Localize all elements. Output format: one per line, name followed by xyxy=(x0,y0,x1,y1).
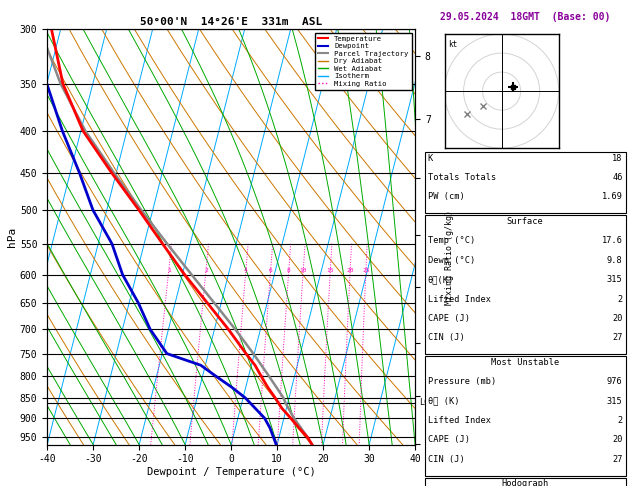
Text: 25: 25 xyxy=(362,268,370,273)
Text: 20: 20 xyxy=(612,435,623,445)
Text: CAPE (J): CAPE (J) xyxy=(428,435,470,445)
Text: CIN (J): CIN (J) xyxy=(428,455,464,464)
Text: CAPE (J): CAPE (J) xyxy=(428,314,470,323)
Text: 27: 27 xyxy=(612,333,623,343)
Text: K: K xyxy=(428,154,433,163)
Text: 8: 8 xyxy=(287,268,291,273)
Text: 1: 1 xyxy=(167,268,170,273)
Text: LCL: LCL xyxy=(420,399,434,407)
Text: 4: 4 xyxy=(244,268,248,273)
Text: 10: 10 xyxy=(299,268,307,273)
Text: 18: 18 xyxy=(612,154,623,163)
Text: CIN (J): CIN (J) xyxy=(428,333,464,343)
Text: Most Unstable: Most Unstable xyxy=(491,358,559,367)
Text: 1.69: 1.69 xyxy=(602,192,623,202)
Text: Hodograph: Hodograph xyxy=(501,479,549,486)
Text: Pressure (mb): Pressure (mb) xyxy=(428,377,496,386)
Text: 46: 46 xyxy=(612,173,623,182)
Text: 315: 315 xyxy=(607,275,623,284)
Text: 20: 20 xyxy=(347,268,354,273)
Text: kt: kt xyxy=(448,40,457,49)
X-axis label: Dewpoint / Temperature (°C): Dewpoint / Temperature (°C) xyxy=(147,467,316,477)
Text: Surface: Surface xyxy=(507,217,543,226)
Text: Temp (°C): Temp (°C) xyxy=(428,236,475,245)
Title: 50°00'N  14°26'E  331m  ASL: 50°00'N 14°26'E 331m ASL xyxy=(140,17,322,27)
Text: θᴇ(K): θᴇ(K) xyxy=(428,275,454,284)
Y-axis label: km
ASL: km ASL xyxy=(439,227,455,246)
Text: Lifted Index: Lifted Index xyxy=(428,416,491,425)
Text: 2: 2 xyxy=(618,416,623,425)
Text: θᴇ (K): θᴇ (K) xyxy=(428,397,459,406)
Text: 15: 15 xyxy=(326,268,334,273)
Text: Totals Totals: Totals Totals xyxy=(428,173,496,182)
Text: 6: 6 xyxy=(269,268,272,273)
Text: 976: 976 xyxy=(607,377,623,386)
Text: 9.8: 9.8 xyxy=(607,256,623,265)
Text: 20: 20 xyxy=(612,314,623,323)
Text: 315: 315 xyxy=(607,397,623,406)
Text: Mixing Ratio (g/kg): Mixing Ratio (g/kg) xyxy=(445,210,454,305)
Text: PW (cm): PW (cm) xyxy=(428,192,464,202)
Text: Lifted Index: Lifted Index xyxy=(428,295,491,304)
Text: 27: 27 xyxy=(612,455,623,464)
Text: 29.05.2024  18GMT  (Base: 00): 29.05.2024 18GMT (Base: 00) xyxy=(440,12,610,22)
Text: 17.6: 17.6 xyxy=(602,236,623,245)
Y-axis label: hPa: hPa xyxy=(7,227,17,247)
Text: Dewp (°C): Dewp (°C) xyxy=(428,256,475,265)
Text: 2: 2 xyxy=(204,268,208,273)
Text: 2: 2 xyxy=(618,295,623,304)
Legend: Temperature, Dewpoint, Parcel Trajectory, Dry Adiabat, Wet Adiabat, Isotherm, Mi: Temperature, Dewpoint, Parcel Trajectory… xyxy=(314,33,411,89)
